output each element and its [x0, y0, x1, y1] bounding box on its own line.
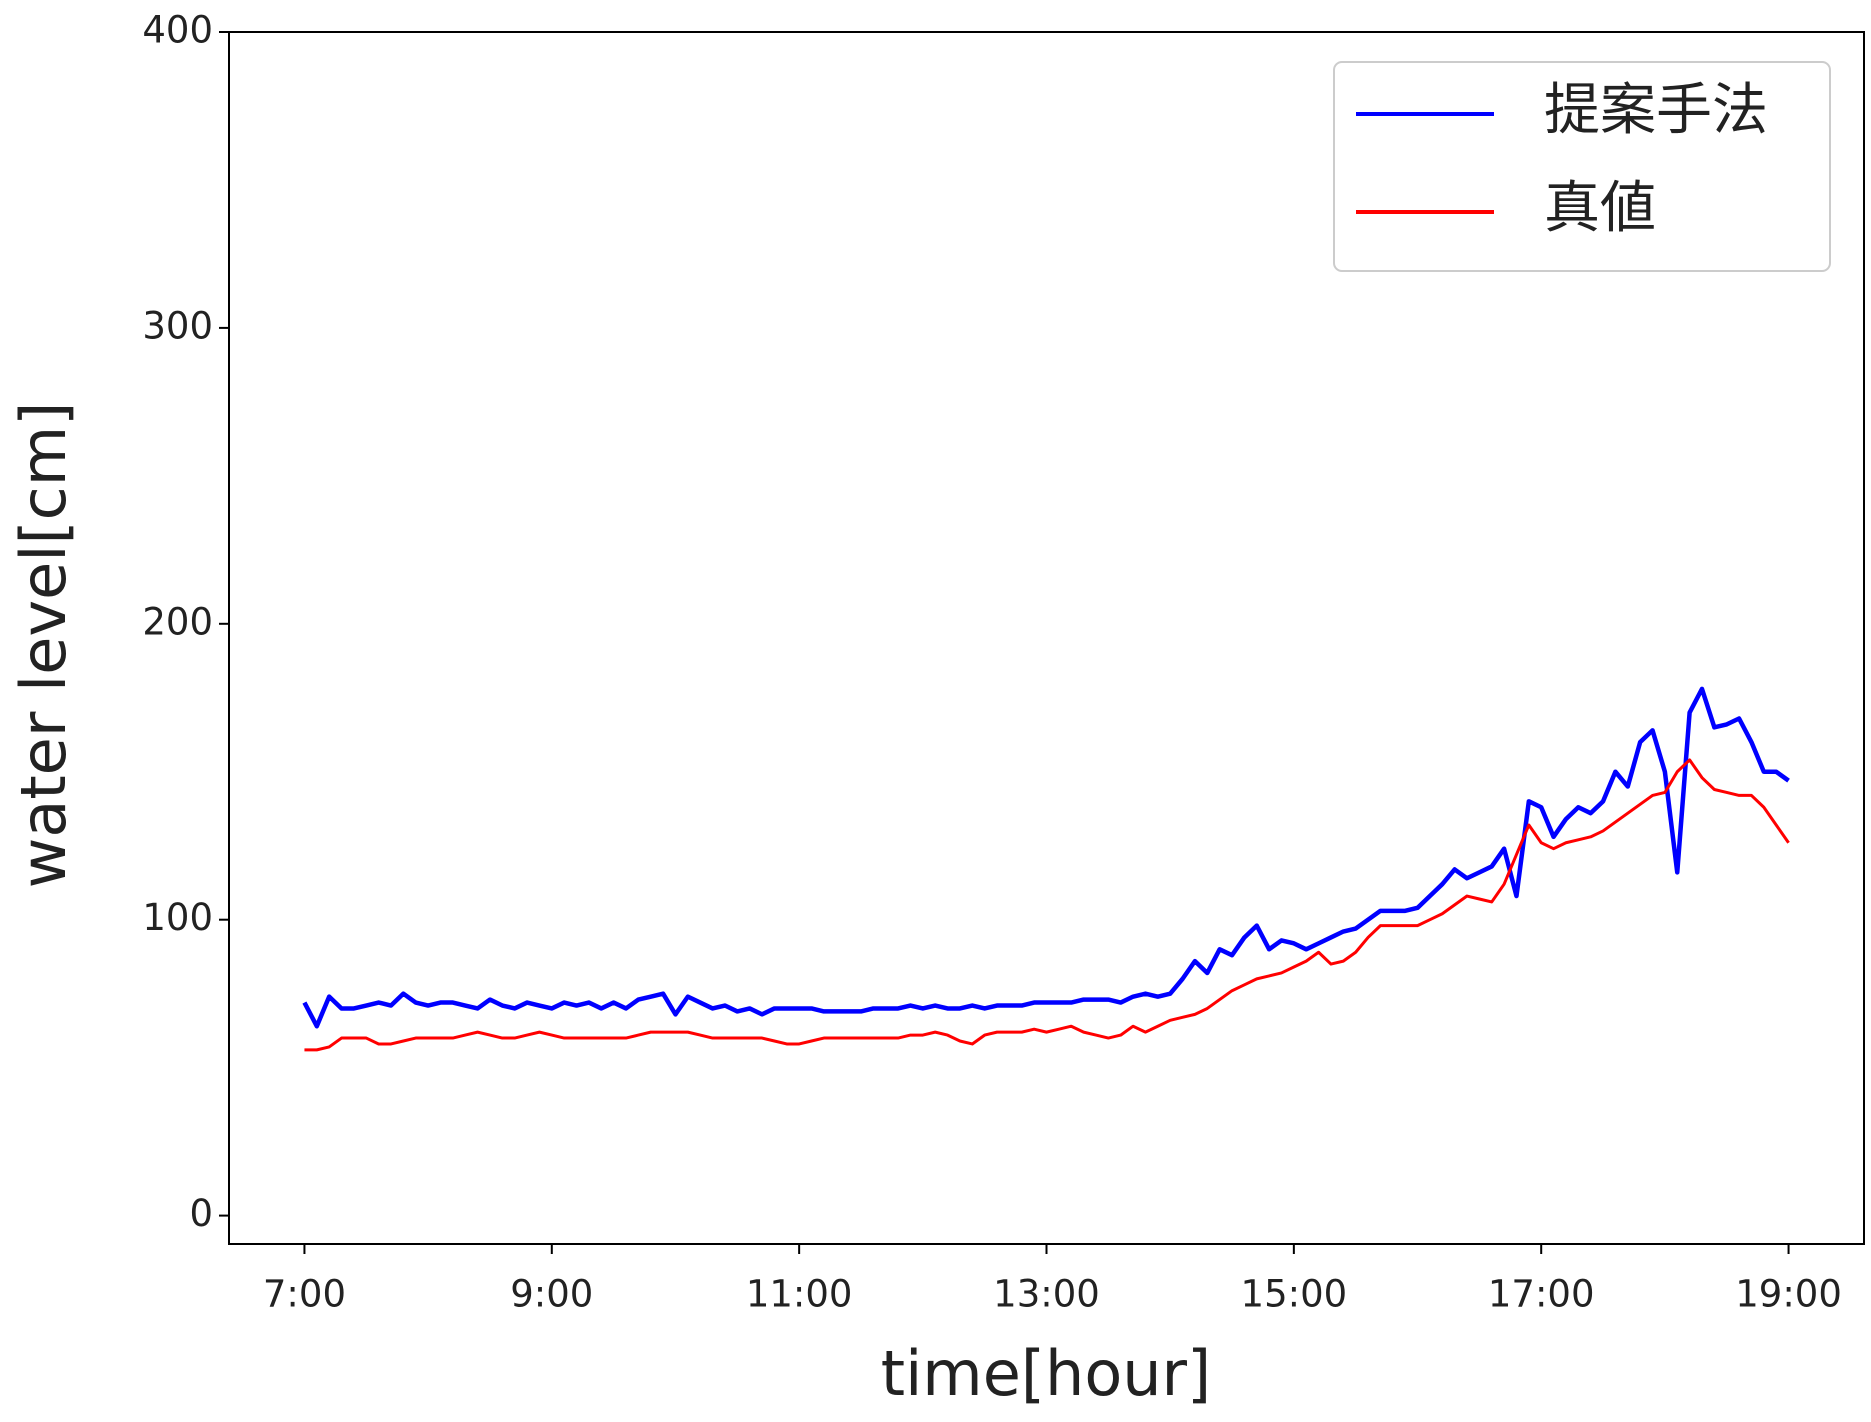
x-tick-label: 17:00	[1488, 1273, 1595, 1316]
x-tick-label: 13:00	[993, 1273, 1100, 1316]
x-tick-label: 7:00	[263, 1273, 346, 1316]
x-tick-label: 11:00	[746, 1273, 853, 1316]
y-tick-label: 100	[142, 896, 213, 939]
data-line	[302, 686, 1790, 1029]
legend-label: 提案手法	[1544, 78, 1768, 143]
data-line	[304, 758, 1790, 1052]
legend-label: 真値	[1544, 176, 1656, 241]
x-tick-label: 9:00	[510, 1273, 593, 1316]
y-axis-label: water level[cm]	[7, 402, 80, 889]
y-tick-label: 300	[142, 304, 213, 347]
y-tick-label: 400	[142, 9, 213, 52]
y-tick-label: 0	[189, 1192, 213, 1235]
x-axis-label: time[hour]	[881, 1337, 1211, 1410]
x-tick-label: 19:00	[1735, 1273, 1842, 1316]
y-tick-label: 200	[142, 600, 213, 643]
x-tick-label: 15:00	[1241, 1273, 1348, 1316]
